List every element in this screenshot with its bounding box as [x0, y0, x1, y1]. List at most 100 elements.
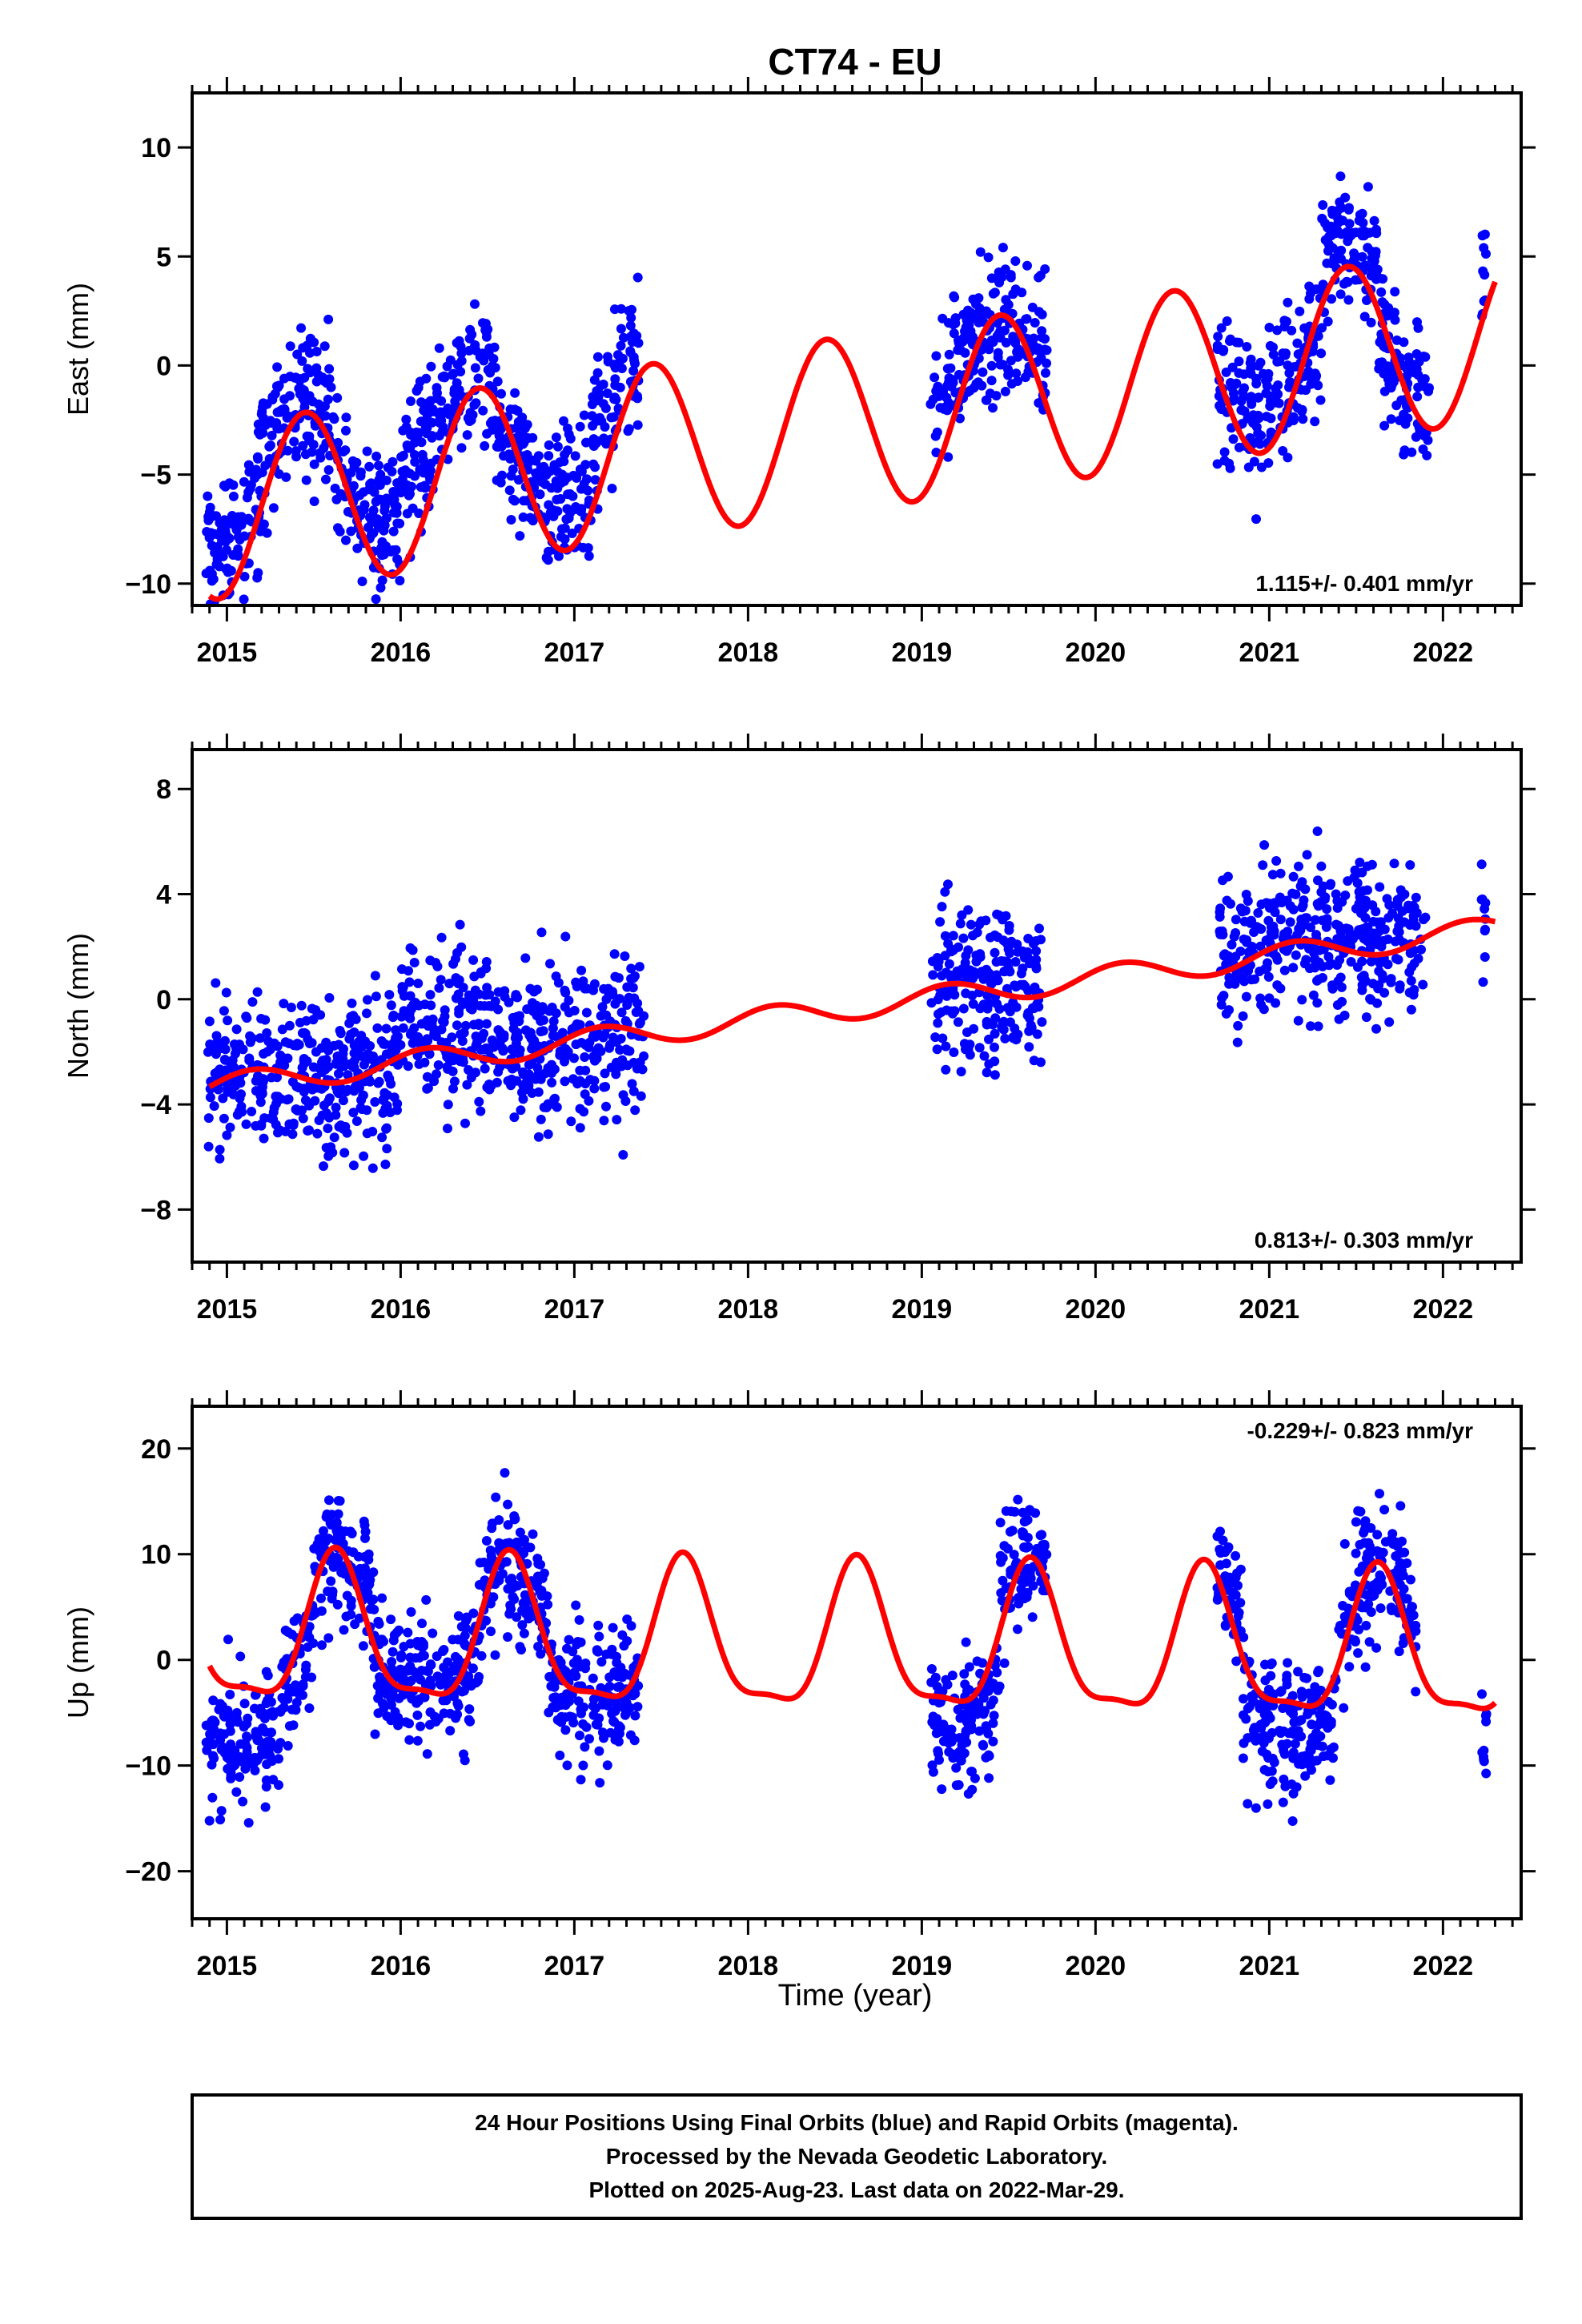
data-point	[1263, 1753, 1274, 1763]
data-point	[1395, 1501, 1406, 1511]
data-point	[602, 1760, 612, 1771]
data-point	[572, 1019, 582, 1029]
data-point	[475, 352, 485, 362]
data-point	[219, 1113, 229, 1124]
data-point	[533, 1132, 544, 1142]
data-point	[493, 987, 504, 997]
data-point	[1267, 1727, 1277, 1738]
data-point	[1379, 1505, 1390, 1515]
data-point	[265, 1044, 275, 1055]
data-point	[391, 1033, 401, 1043]
data-point	[957, 910, 967, 920]
data-point	[1395, 416, 1405, 425]
data-point	[536, 927, 547, 938]
data-point	[1375, 1603, 1386, 1614]
data-point	[464, 1715, 474, 1725]
data-point	[317, 1640, 327, 1651]
data-point	[215, 1815, 226, 1825]
data-point	[1295, 306, 1305, 316]
data-point	[1036, 1057, 1046, 1068]
data-point	[616, 340, 626, 351]
data-point	[612, 1057, 621, 1068]
data-point	[1344, 232, 1354, 243]
data-point	[396, 1650, 407, 1660]
data-point	[260, 1727, 271, 1737]
data-point	[317, 1057, 327, 1068]
data-point	[223, 1015, 233, 1026]
data-point	[1476, 859, 1487, 870]
data-point	[387, 456, 398, 467]
data-point	[1000, 264, 1010, 275]
data-point	[584, 551, 594, 561]
data-point	[263, 1671, 273, 1681]
data-point	[216, 1806, 227, 1816]
data-point	[331, 1526, 342, 1536]
data-point	[580, 1659, 591, 1668]
data-point	[949, 328, 959, 339]
data-point	[575, 1123, 585, 1133]
data-point	[370, 1729, 380, 1739]
data-point	[382, 1144, 392, 1154]
data-point	[1407, 362, 1418, 372]
data-point	[988, 288, 998, 299]
data-point	[1363, 182, 1373, 192]
data-point	[974, 317, 984, 328]
data-point	[555, 476, 564, 487]
data-point	[211, 1031, 222, 1041]
data-point	[1231, 1550, 1241, 1561]
data-point	[443, 1124, 452, 1134]
data-point	[614, 1681, 624, 1691]
data-point	[419, 1691, 428, 1702]
data-point	[950, 1006, 960, 1016]
data-point	[572, 472, 582, 483]
data-point	[1251, 1803, 1261, 1813]
data-point	[1288, 963, 1299, 973]
data-point	[1372, 917, 1383, 927]
data-point	[410, 450, 420, 460]
data-point	[1229, 393, 1239, 404]
east-panel: −10 −5 0 5 10 2015 2016 2017 2018 2019 2020 2021 202…	[62, 77, 1536, 668]
data-point	[563, 445, 572, 456]
data-point	[1255, 993, 1266, 1003]
data-point	[291, 1040, 302, 1051]
data-point	[538, 1026, 548, 1036]
data-point	[982, 1068, 992, 1078]
data-point	[516, 1105, 526, 1116]
data-point	[346, 1610, 356, 1620]
data-point	[565, 433, 576, 444]
data-point	[1282, 1739, 1292, 1749]
data-point	[993, 352, 1003, 363]
data-point	[941, 1041, 951, 1051]
data-point	[1243, 966, 1254, 976]
data-point	[1239, 916, 1250, 927]
x-tick-label: 2018	[718, 637, 779, 668]
data-point	[219, 1006, 229, 1016]
data-point	[422, 1084, 432, 1094]
data-point	[600, 1068, 610, 1079]
data-point	[409, 1031, 420, 1042]
data-point	[526, 1058, 536, 1068]
data-point	[476, 1651, 487, 1661]
data-point	[1242, 342, 1252, 352]
data-point	[255, 1033, 265, 1043]
data-point	[536, 1074, 546, 1084]
data-point	[1411, 1626, 1421, 1636]
data-point	[937, 1784, 947, 1795]
data-point	[260, 460, 271, 471]
data-point	[556, 1711, 567, 1722]
data-point	[1363, 243, 1373, 253]
data-point	[1000, 386, 1010, 396]
x-tick-label: 2019	[892, 1294, 953, 1325]
data-point	[1396, 892, 1407, 903]
data-point	[548, 1023, 558, 1033]
data-point	[998, 1575, 1008, 1586]
x-tick-label: 2021	[1239, 637, 1300, 668]
data-point	[213, 1084, 223, 1095]
data-point	[220, 1035, 230, 1046]
data-point	[607, 484, 617, 493]
data-point	[1271, 397, 1281, 408]
data-point	[1288, 871, 1299, 882]
data-point	[1311, 1690, 1321, 1700]
data-point	[1405, 860, 1415, 870]
data-point	[486, 1626, 496, 1637]
